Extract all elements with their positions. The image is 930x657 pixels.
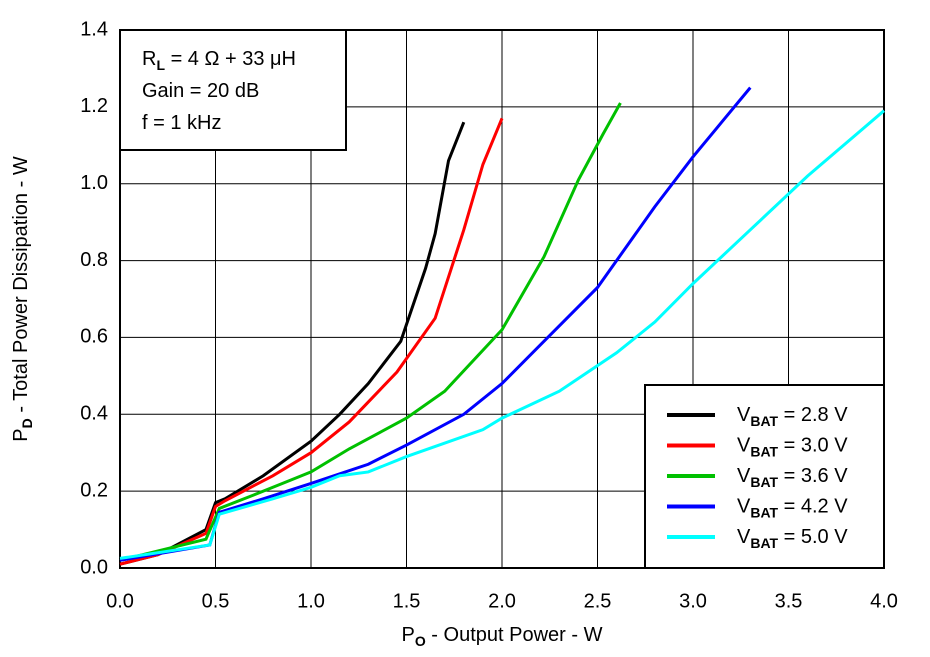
annotation: Gain = 20 dB	[142, 80, 259, 102]
x-tick-label: 2.5	[584, 590, 612, 612]
y-tick-label: 0.4	[80, 403, 108, 425]
text-part: = 4 Ω + 33 μH	[165, 48, 296, 70]
x-tick-label: 0.0	[106, 590, 134, 612]
y-tick-label: 0.2	[80, 479, 108, 501]
y-tick-label: 0.6	[80, 326, 108, 348]
legend-label: VBAT = 3.0 V	[737, 435, 848, 459]
x-tick-label: 1.5	[393, 590, 421, 612]
legend-label: VBAT = 2.8 V	[737, 404, 848, 428]
text-part: = 3.0 V	[778, 435, 848, 457]
text-part: - Output Power - W	[426, 624, 603, 646]
x-tick-label: 2.0	[488, 590, 516, 612]
series-line	[119, 121, 466, 566]
text-part: P	[402, 624, 415, 646]
text-part: - Total Power Dissipation - W	[10, 156, 32, 418]
text-part: V	[737, 465, 751, 487]
text-part: Gain = 20 dB	[142, 80, 259, 102]
text-part: f = 1 kHz	[142, 112, 221, 134]
x-tick-label: 3.0	[679, 590, 707, 612]
text-part: V	[737, 526, 751, 548]
y-axis-label: PD - Total Power Dissipation - W	[10, 156, 34, 442]
y-tick-label: 1.0	[80, 172, 108, 194]
text-part: V	[737, 404, 751, 426]
y-tick-label: 1.4	[80, 18, 108, 40]
annotation-box	[119, 29, 347, 151]
legend-label: VBAT = 5.0 V	[737, 526, 848, 550]
text-part: BAT	[750, 535, 778, 551]
x-tick-label: 0.5	[202, 590, 230, 612]
text-part: = 4.2 V	[778, 496, 848, 518]
plot-frame	[119, 29, 885, 569]
text-part: = 3.6 V	[778, 465, 848, 487]
text-part: BAT	[750, 474, 778, 490]
legend-label: VBAT = 3.6 V	[737, 465, 848, 489]
series-line	[119, 109, 885, 560]
text-part: V	[737, 496, 751, 518]
y-tick-label: 0.8	[80, 249, 108, 271]
annotation: RL = 4 Ω + 33 μH	[142, 48, 296, 72]
x-tick-label: 4.0	[870, 590, 898, 612]
text-part: V	[737, 435, 751, 457]
text-part: D	[19, 418, 35, 428]
text-part: O	[415, 633, 426, 649]
text-part: BAT	[750, 413, 778, 429]
text-part: P	[10, 428, 32, 441]
series-line	[119, 117, 504, 566]
x-axis-label: PO - Output Power - W	[402, 624, 603, 648]
text-part: = 5.0 V	[778, 526, 848, 548]
y-tick-label: 0.0	[80, 556, 108, 578]
x-tick-label: 3.5	[775, 590, 803, 612]
text-part: R	[142, 48, 156, 70]
annotation: f = 1 kHz	[142, 112, 221, 134]
text-part: BAT	[750, 504, 778, 520]
text-part: L	[156, 57, 165, 73]
series-line	[119, 102, 622, 562]
series-line	[119, 86, 752, 562]
text-part: BAT	[750, 443, 778, 459]
text-part: = 2.8 V	[778, 404, 848, 426]
legend-label: VBAT = 4.2 V	[737, 496, 848, 520]
x-tick-label: 1.0	[297, 590, 325, 612]
y-tick-label: 1.2	[80, 95, 108, 117]
